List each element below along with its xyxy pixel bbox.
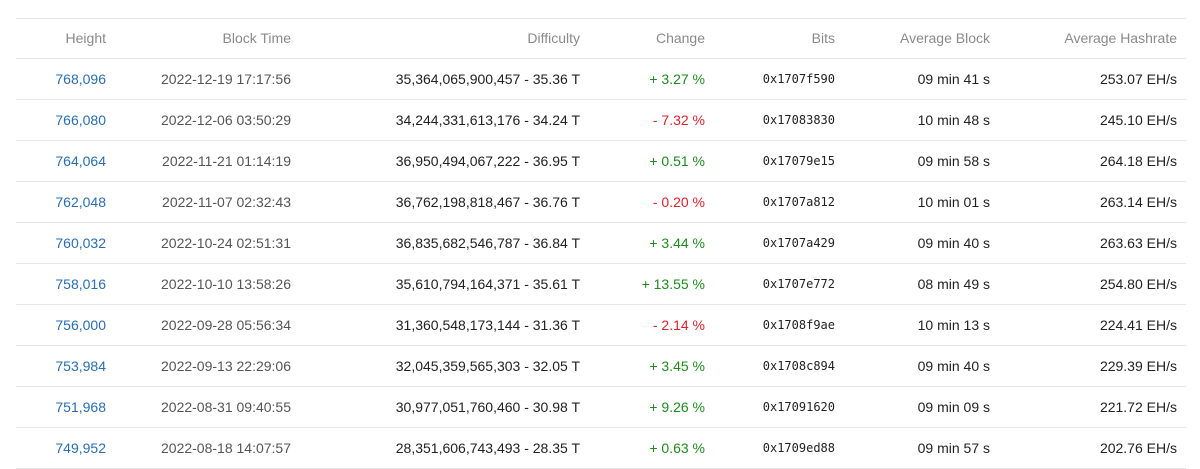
average-block: 10 min 48 s — [917, 112, 990, 128]
change: + 0.63 % — [649, 440, 705, 456]
average-block: 08 min 49 s — [917, 276, 990, 292]
change: + 3.45 % — [649, 358, 705, 374]
average-hashrate: 245.10 EH/s — [1099, 112, 1177, 128]
change: + 3.27 % — [649, 71, 705, 87]
block-time: 2022-12-06 03:50:29 — [161, 112, 291, 128]
row-divider — [16, 99, 1186, 100]
difficulty: 36,762,198,818,467 - 36.76 T — [395, 194, 580, 210]
change: + 3.44 % — [649, 235, 705, 251]
bits: 0x1707e772 — [762, 277, 835, 291]
height[interactable]: 768,096 — [55, 71, 106, 87]
row-divider — [16, 58, 1186, 59]
row-divider — [16, 140, 1186, 141]
average-block: 09 min 58 s — [917, 153, 990, 169]
row-divider — [16, 222, 1186, 223]
difficulty: 30,977,051,760,460 - 30.98 T — [395, 399, 580, 415]
difficulty: 35,610,794,164,371 - 35.61 T — [395, 276, 580, 292]
bits: 0x1707f590 — [762, 72, 835, 86]
column-header: Block Time — [222, 30, 291, 46]
row-divider — [16, 345, 1186, 346]
average-hashrate: 263.63 EH/s — [1099, 235, 1177, 251]
block-time: 2022-10-10 13:58:26 — [161, 276, 291, 292]
average-block: 09 min 40 s — [917, 235, 990, 251]
column-header: Height — [65, 30, 106, 46]
average-hashrate: 202.76 EH/s — [1099, 440, 1177, 456]
difficulty: 28,351,606,743,493 - 28.35 T — [395, 440, 580, 456]
height[interactable]: 751,968 — [55, 399, 106, 415]
bits: 0x1707a429 — [762, 236, 835, 250]
change: + 9.26 % — [649, 399, 705, 415]
average-block: 09 min 57 s — [917, 440, 990, 456]
row-divider — [16, 304, 1186, 305]
block-time: 2022-08-31 09:40:55 — [161, 399, 291, 415]
bits: 0x17079e15 — [762, 154, 835, 168]
average-hashrate: 253.07 EH/s — [1099, 71, 1177, 87]
difficulty: 35,364,065,900,457 - 35.36 T — [395, 71, 580, 87]
average-hashrate: 229.39 EH/s — [1099, 358, 1177, 374]
block-time: 2022-09-13 22:29:06 — [161, 358, 291, 374]
average-hashrate: 254.80 EH/s — [1099, 276, 1177, 292]
block-time: 2022-12-19 17:17:56 — [161, 71, 291, 87]
change: - 2.14 % — [652, 317, 705, 333]
bits: 0x1709ed88 — [762, 441, 835, 455]
row-divider — [16, 386, 1186, 387]
column-header: Average Block — [899, 30, 990, 46]
height[interactable]: 762,048 — [55, 194, 106, 210]
row-divider — [16, 181, 1186, 182]
block-time: 2022-11-21 01:14:19 — [162, 153, 291, 169]
height[interactable]: 756,000 — [55, 317, 106, 333]
height[interactable]: 764,064 — [55, 153, 106, 169]
height[interactable]: 753,984 — [55, 358, 106, 374]
difficulty: 34,244,331,613,176 - 34.24 T — [395, 112, 580, 128]
height[interactable]: 760,032 — [55, 235, 106, 251]
average-hashrate: 263.14 EH/s — [1099, 194, 1177, 210]
height[interactable]: 766,080 — [55, 112, 106, 128]
column-header: Difficulty — [527, 30, 580, 46]
bits: 0x17091620 — [762, 400, 835, 414]
change: - 0.20 % — [652, 194, 705, 210]
average-block: 09 min 41 s — [917, 71, 990, 87]
average-hashrate: 224.41 EH/s — [1099, 317, 1177, 333]
column-header: Change — [655, 30, 705, 46]
height[interactable]: 758,016 — [55, 276, 106, 292]
average-block: 09 min 09 s — [917, 399, 990, 415]
height[interactable]: 749,952 — [55, 440, 106, 456]
bits: 0x1707a812 — [762, 195, 835, 209]
change: + 0.51 % — [649, 153, 705, 169]
column-header: Bits — [811, 30, 835, 46]
difficulty: 36,950,494,067,222 - 36.95 T — [395, 153, 580, 169]
bits: 0x1708f9ae — [762, 318, 835, 332]
difficulty: 36,835,682,546,787 - 36.84 T — [395, 235, 580, 251]
average-block: 09 min 40 s — [917, 358, 990, 374]
column-header: Average Hashrate — [1064, 30, 1177, 46]
average-block: 10 min 01 s — [917, 194, 990, 210]
average-hashrate: 264.18 EH/s — [1099, 153, 1177, 169]
difficulty: 32,045,359,565,303 - 32.05 T — [395, 358, 580, 374]
difficulty: 31,360,548,173,144 - 31.36 T — [395, 317, 580, 333]
bits: 0x1708c894 — [762, 359, 835, 373]
row-divider — [16, 263, 1186, 264]
block-time: 2022-10-24 02:51:31 — [161, 235, 291, 251]
row-divider — [16, 18, 1186, 19]
average-block: 10 min 13 s — [917, 317, 990, 333]
block-time: 2022-08-18 14:07:57 — [161, 440, 291, 456]
change: - 7.32 % — [652, 112, 705, 128]
block-time: 2022-11-07 02:32:43 — [162, 194, 291, 210]
average-hashrate: 221.72 EH/s — [1099, 399, 1177, 415]
block-time: 2022-09-28 05:56:34 — [161, 317, 291, 333]
change: + 13.55 % — [641, 276, 705, 292]
bits: 0x17083830 — [762, 113, 835, 127]
row-divider — [16, 427, 1186, 428]
